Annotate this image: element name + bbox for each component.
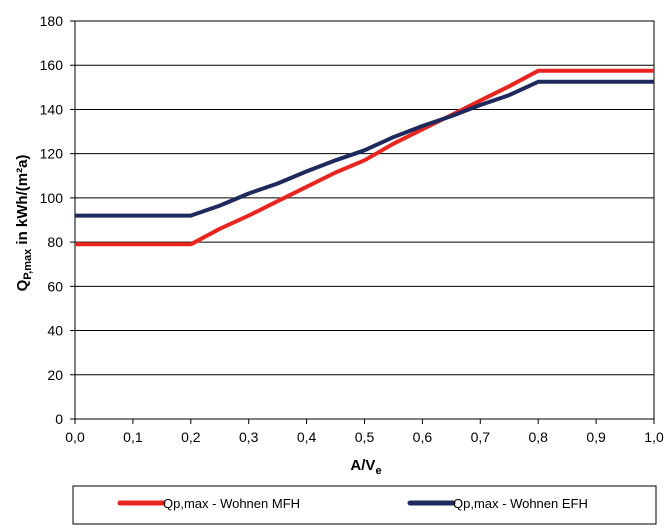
x-tick-label: 0,7 — [471, 429, 491, 445]
y-axis-title: QP,max in kWh/(m²a) — [14, 155, 34, 292]
series-lines — [75, 68, 654, 247]
axes — [70, 20, 655, 424]
legend-label-mfh: Qp,max - Wohnen MFH — [163, 496, 300, 511]
x-tick-label: 0,5 — [355, 429, 375, 445]
series-line-wohnen-mfh — [75, 68, 654, 247]
y-tick-label: 120 — [40, 146, 64, 162]
x-tick-label: 0,8 — [528, 429, 548, 445]
series-line-wohnen-efh — [75, 79, 654, 218]
x-tick-label: 0,4 — [297, 429, 317, 445]
y-tick-label: 140 — [40, 101, 64, 117]
tick-labels: 0 20 40 60 80 100 120 140 160 180 0,0 0,1 0,2 0,3 0,4 0… — [40, 13, 664, 445]
y-tick-label: 0 — [55, 411, 63, 427]
x-tick-label: 0,0 — [65, 429, 85, 445]
legend-label-efh: Qp,max - Wohnen EFH — [453, 496, 588, 511]
gridlines — [75, 20, 654, 376]
x-tick-label: 0,9 — [586, 429, 606, 445]
y-tick-label: 100 — [40, 190, 64, 206]
x-tick-label: 0,1 — [123, 429, 143, 445]
legend-box — [72, 485, 657, 525]
legend: Qp,max - Wohnen MFH Qp,max - Wohnen EFH — [72, 485, 657, 525]
x-tick-label: 0,2 — [181, 429, 201, 445]
x-tick-label: 0,3 — [239, 429, 259, 445]
y-tick-label: 20 — [47, 367, 63, 383]
y-tick-label: 40 — [47, 323, 63, 339]
x-tick-label: 1,0 — [644, 429, 664, 445]
y-tick-label: 160 — [40, 57, 64, 73]
y-tick-label: 180 — [40, 13, 64, 29]
y-tick-label: 60 — [47, 278, 63, 294]
x-tick-label: 0,6 — [413, 429, 433, 445]
y-tick-label: 80 — [47, 234, 63, 250]
x-axis-title: A/Ve — [350, 457, 381, 477]
